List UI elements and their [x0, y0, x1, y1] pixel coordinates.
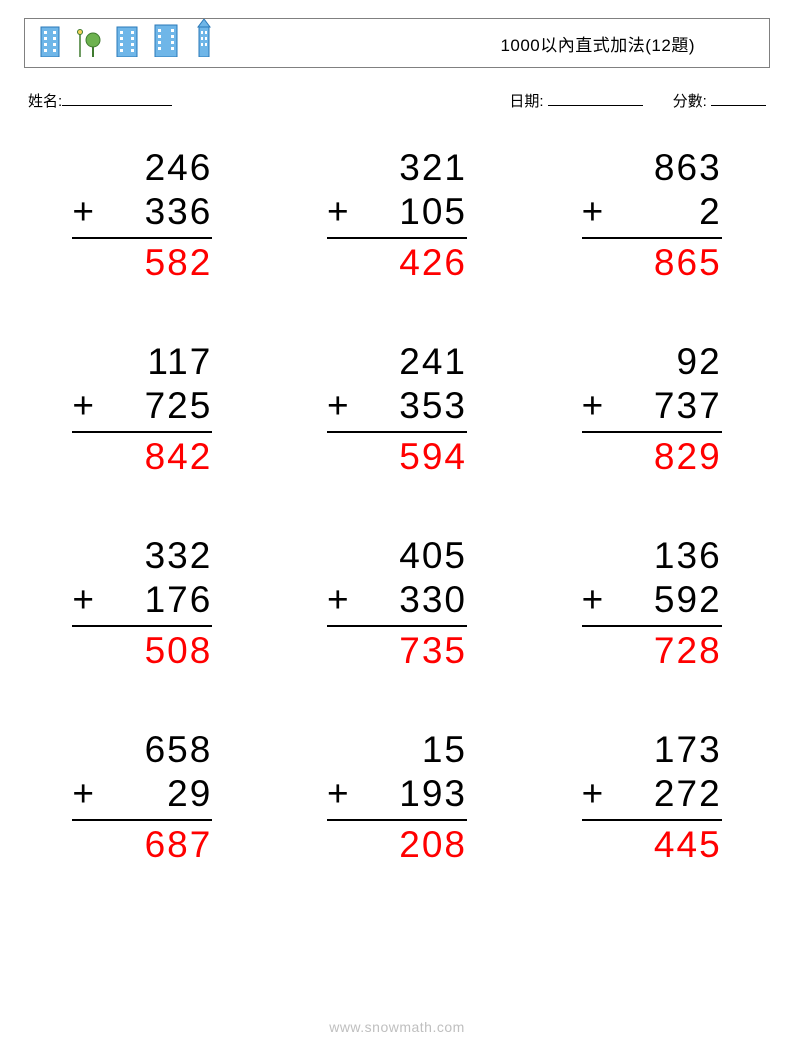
addition-problem: 658+29687	[72, 728, 212, 867]
addend-bottom-row: +725	[72, 384, 212, 428]
addend-bottom: 105	[351, 190, 467, 234]
date-field: 日期:	[509, 90, 642, 111]
building-1-icon	[39, 23, 61, 62]
addend-bottom: 592	[605, 578, 721, 622]
footer-url: www.snowmath.com	[0, 1019, 794, 1035]
addend-top: 136	[582, 534, 722, 578]
addend-top: 332	[72, 534, 212, 578]
addition-problem: 405+330735	[327, 534, 467, 673]
operator: +	[72, 384, 96, 428]
addend-top: 117	[72, 340, 212, 384]
addend-bottom-row: +272	[582, 772, 722, 816]
operator: +	[72, 772, 96, 816]
problems-grid: 246+336582321+105426863+2865117+72584224…	[60, 146, 734, 867]
addition-problem: 15+193208	[327, 728, 467, 867]
answer: 728	[582, 625, 722, 673]
addend-bottom: 29	[96, 772, 212, 816]
addend-bottom-row: +176	[72, 578, 212, 622]
answer: 829	[582, 431, 722, 479]
addend-top: 863	[582, 146, 722, 190]
date-label: 日期:	[509, 93, 543, 110]
addition-problem: 246+336582	[72, 146, 212, 285]
date-blank	[548, 91, 643, 106]
addend-bottom: 336	[96, 190, 212, 234]
answer: 582	[72, 237, 212, 285]
info-row: 姓名: 日期: 分數:	[28, 90, 766, 111]
operator: +	[327, 190, 351, 234]
addend-bottom: 737	[605, 384, 721, 428]
addend-bottom-row: +29	[72, 772, 212, 816]
addition-problem: 321+105426	[327, 146, 467, 285]
addend-bottom-row: +336	[72, 190, 212, 234]
score-field: 分數:	[673, 90, 766, 111]
header-box: 1000以內直式加法(12題)	[24, 18, 770, 68]
addend-bottom: 330	[351, 578, 467, 622]
addend-bottom-row: +592	[582, 578, 722, 622]
addition-problem: 92+737829	[582, 340, 722, 479]
operator: +	[72, 578, 96, 622]
score-blank	[711, 91, 766, 106]
addition-problem: 173+272445	[582, 728, 722, 867]
operator: +	[72, 190, 96, 234]
addend-bottom-row: +737	[582, 384, 722, 428]
addend-top: 405	[327, 534, 467, 578]
header-icon-row	[39, 24, 215, 62]
operator: +	[582, 190, 606, 234]
building-3-icon	[153, 21, 179, 62]
addend-top: 241	[327, 340, 467, 384]
answer: 842	[72, 431, 212, 479]
answer: 445	[582, 819, 722, 867]
addend-bottom: 2	[605, 190, 721, 234]
operator: +	[582, 578, 606, 622]
building-2-icon	[115, 23, 139, 62]
addend-top: 321	[327, 146, 467, 190]
addend-top: 92	[582, 340, 722, 384]
operator: +	[327, 772, 351, 816]
addend-bottom: 176	[96, 578, 212, 622]
answer: 508	[72, 625, 212, 673]
name-blank	[62, 91, 172, 106]
tree-lamp-icon	[75, 27, 101, 62]
addend-top: 658	[72, 728, 212, 772]
addend-bottom: 272	[605, 772, 721, 816]
addend-bottom-row: +330	[327, 578, 467, 622]
answer: 426	[327, 237, 467, 285]
answer: 735	[327, 625, 467, 673]
operator: +	[582, 772, 606, 816]
operator: +	[327, 578, 351, 622]
addition-problem: 863+2865	[582, 146, 722, 285]
addend-bottom-row: +353	[327, 384, 467, 428]
addend-bottom: 725	[96, 384, 212, 428]
addend-bottom-row: +2	[582, 190, 722, 234]
answer: 594	[327, 431, 467, 479]
name-field: 姓名:	[28, 90, 172, 111]
tower-icon	[193, 19, 215, 62]
answer: 687	[72, 819, 212, 867]
addend-bottom: 193	[351, 772, 467, 816]
addition-problem: 332+176508	[72, 534, 212, 673]
answer: 865	[582, 237, 722, 285]
name-label: 姓名:	[28, 90, 62, 111]
score-label: 分數:	[673, 93, 707, 110]
operator: +	[582, 384, 606, 428]
addend-top: 246	[72, 146, 212, 190]
addition-problem: 136+592728	[582, 534, 722, 673]
worksheet-title: 1000以內直式加法(12題)	[500, 31, 755, 56]
addend-bottom-row: +105	[327, 190, 467, 234]
worksheet-page: 1000以內直式加法(12題) 姓名: 日期: 分數: 246+33658232…	[0, 0, 794, 867]
addend-top: 173	[582, 728, 722, 772]
addend-bottom: 353	[351, 384, 467, 428]
addend-bottom-row: +193	[327, 772, 467, 816]
answer: 208	[327, 819, 467, 867]
addition-problem: 241+353594	[327, 340, 467, 479]
addition-problem: 117+725842	[72, 340, 212, 479]
addend-top: 15	[327, 728, 467, 772]
operator: +	[327, 384, 351, 428]
